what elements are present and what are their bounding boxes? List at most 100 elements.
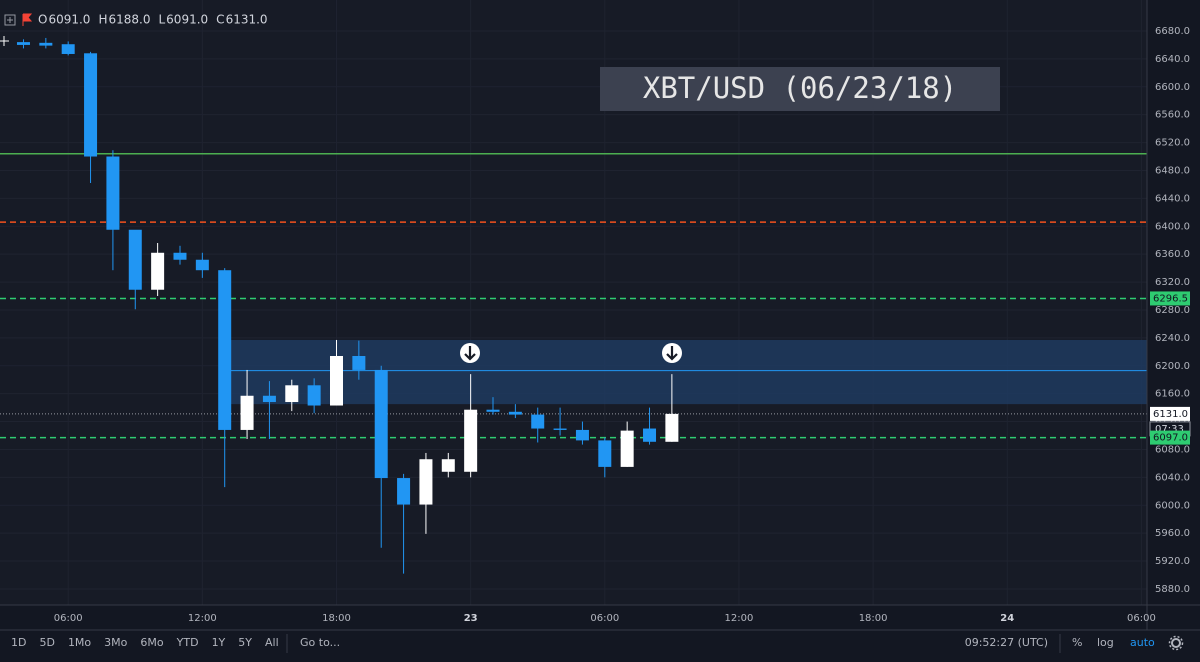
candle <box>173 245 187 265</box>
log-toggle[interactable]: log <box>1097 636 1114 649</box>
x-tick-label: 06:00 <box>590 613 619 624</box>
crosshair-icon <box>0 36 9 46</box>
y-tick-label: 6400.0 <box>1155 221 1190 232</box>
candle-body <box>240 395 254 430</box>
y-tick-label: 6200.0 <box>1155 361 1190 372</box>
candle-body <box>486 409 500 412</box>
candle-body <box>218 270 232 430</box>
candle <box>218 268 232 488</box>
candle-body <box>16 42 30 45</box>
x-tick-label: 06:00 <box>1127 613 1156 624</box>
candle <box>307 378 321 414</box>
range-button[interactable]: 1Mo <box>68 636 91 649</box>
candle <box>285 379 299 412</box>
candle-body <box>598 440 612 467</box>
range-button[interactable]: 1D <box>11 636 26 649</box>
y-tick-label: 5960.0 <box>1155 528 1190 539</box>
settings-icon[interactable] <box>1168 635 1184 651</box>
legend-value: 6091.0 <box>48 13 90 27</box>
candle-body <box>508 411 522 415</box>
candle-body <box>531 414 545 429</box>
range-button[interactable]: 5Y <box>238 636 252 649</box>
x-tick-label: 23 <box>464 613 478 624</box>
candle-body <box>553 428 567 430</box>
candle <box>643 407 657 445</box>
candle <box>84 51 98 184</box>
candle <box>329 339 343 406</box>
candle <box>39 37 53 49</box>
candle <box>575 421 589 445</box>
range-button[interactable]: YTD <box>176 636 199 649</box>
candle-body <box>285 385 299 403</box>
candle-body <box>620 430 634 467</box>
candle <box>665 374 679 442</box>
candle <box>531 407 545 443</box>
y-tick-label: 6280.0 <box>1155 305 1190 316</box>
marker <box>662 343 682 363</box>
y-tick-label: 6360.0 <box>1155 249 1190 260</box>
y-tick-label: 6480.0 <box>1155 165 1190 176</box>
auto-toggle[interactable]: auto <box>1130 636 1155 649</box>
goto-button[interactable]: Go to... <box>300 636 340 649</box>
y-tick-label: 6040.0 <box>1155 472 1190 483</box>
candle <box>508 404 522 419</box>
grid <box>0 0 1147 605</box>
candle-body <box>374 369 388 479</box>
legend-key: O <box>38 13 47 27</box>
y-tick-label: 6160.0 <box>1155 389 1190 400</box>
candle <box>240 369 254 439</box>
candle-body <box>39 42 53 46</box>
candle-body <box>195 259 209 271</box>
candle <box>151 243 165 297</box>
candle-body <box>329 355 343 406</box>
title-box <box>600 67 1000 111</box>
range-button[interactable]: All <box>265 636 279 649</box>
y-tick-label: 6320.0 <box>1155 277 1190 288</box>
candle <box>598 437 612 478</box>
candle <box>464 374 478 478</box>
price-label-box <box>1150 406 1190 421</box>
candle <box>195 252 209 278</box>
y-tick-label: 6600.0 <box>1155 82 1190 93</box>
clock: 09:52:27 (UTC) <box>965 636 1048 649</box>
candle <box>106 150 120 271</box>
zone <box>231 339 1147 405</box>
countdown-label: 07:33 <box>1155 424 1184 435</box>
ohlc-legend: O 6091.0 H 6188.0 L 6091.0 C 6131.0 <box>38 13 268 27</box>
y-tick-label: 6240.0 <box>1155 333 1190 344</box>
toolbar: 1D 5D 1Mo 3Mo 6Mo YTD 1Y 5Y All Go to... 09:52:27 … <box>11 634 1155 653</box>
candle-body <box>307 385 321 406</box>
x-tick-label: 18:00 <box>859 613 888 624</box>
candle <box>419 452 433 534</box>
candle-body <box>61 44 75 54</box>
candle-body <box>419 459 433 505</box>
candle-body <box>441 459 455 472</box>
y-tick-label: 6440.0 <box>1155 193 1190 204</box>
y-tick-label: 6560.0 <box>1155 110 1190 121</box>
candle-body <box>84 53 98 157</box>
candle <box>441 452 455 478</box>
candle-body <box>262 395 276 403</box>
price-label: 6131.0 <box>1153 409 1188 420</box>
marker <box>460 343 480 363</box>
price-label: 6296.5 <box>1153 293 1188 304</box>
candle <box>16 39 30 49</box>
range-button[interactable]: 5D <box>39 636 54 649</box>
legend-value: 6131.0 <box>226 13 268 27</box>
range-button[interactable]: 3Mo <box>104 636 127 649</box>
range-button[interactable]: 6Mo <box>140 636 163 649</box>
legend-value: 6091.0 <box>166 13 208 27</box>
legend-icons <box>4 13 33 26</box>
candle-body <box>397 478 411 505</box>
percent-toggle[interactable]: % <box>1072 636 1082 649</box>
price-label-box <box>1150 430 1190 445</box>
candle <box>374 365 388 548</box>
candle-body <box>665 413 679 442</box>
x-tick-label: 12:00 <box>188 613 217 624</box>
x-tick-label: 24 <box>1000 613 1014 624</box>
y-tick-label: 6640.0 <box>1155 54 1190 65</box>
candle <box>262 381 276 439</box>
range-button[interactable]: 1Y <box>212 636 226 649</box>
candle <box>352 340 366 380</box>
candle-body <box>643 428 657 442</box>
